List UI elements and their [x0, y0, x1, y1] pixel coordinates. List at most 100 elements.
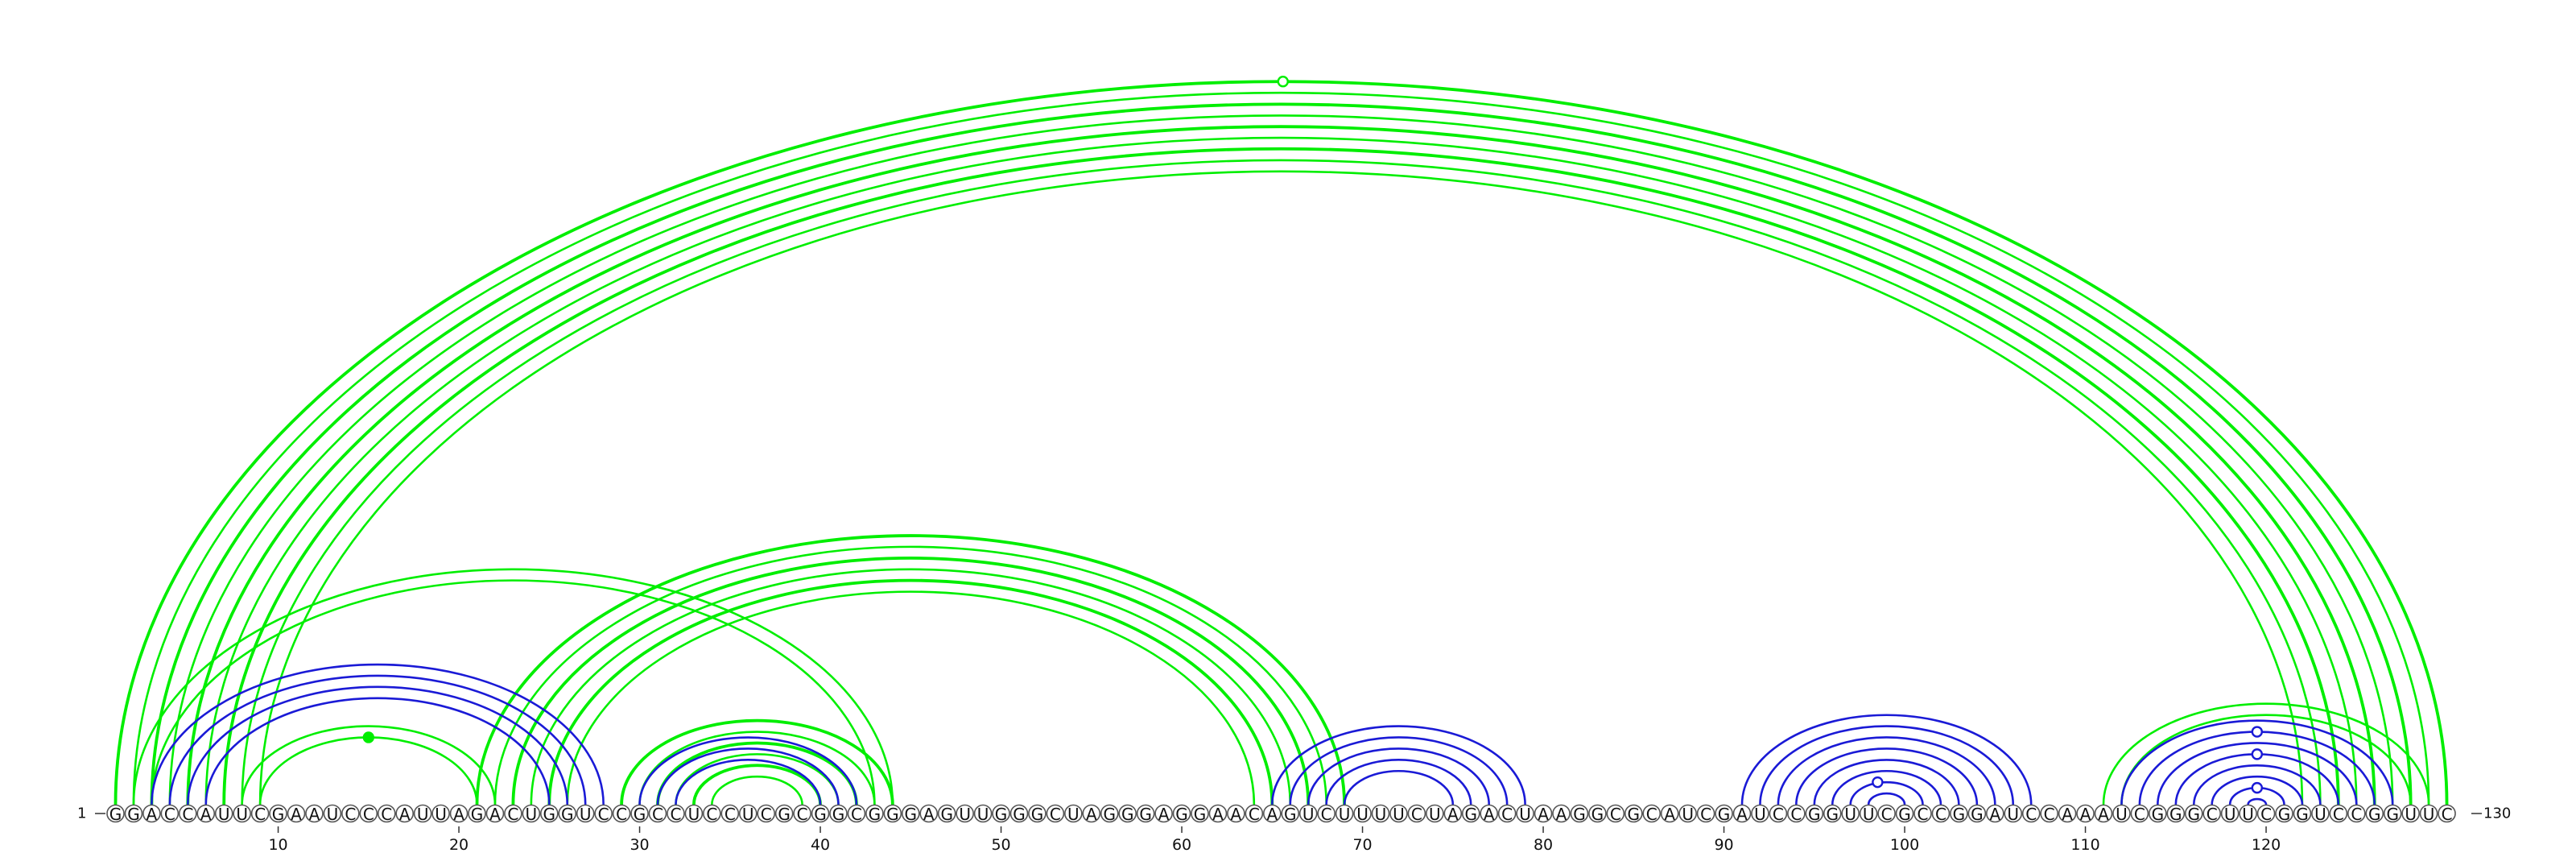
- nucleotide-letter: U: [1754, 805, 1766, 824]
- nucleotide-letter: C: [363, 805, 374, 824]
- nucleotide-122: G: [2293, 804, 2312, 824]
- nucleotide-65: A: [1263, 804, 1282, 824]
- nucleotide-circle: [305, 804, 324, 823]
- nucleotide-1: G: [106, 804, 125, 824]
- nucleotide-letter: C: [670, 805, 681, 824]
- nucleotide-circle: [973, 804, 993, 823]
- nucleotide-letter: C: [724, 805, 736, 824]
- nucleotide-circle: [1136, 804, 1155, 823]
- nucleotide-circle: [269, 804, 287, 823]
- nucleotide-letter: C: [381, 805, 392, 824]
- nucleotide-104: G: [1967, 804, 1987, 824]
- nucleotide-circle: [1118, 804, 1137, 823]
- nucleotide-letter: U: [1067, 805, 1080, 824]
- nucleotide-108: C: [2040, 804, 2058, 824]
- nucleotide-letter: G: [1465, 805, 1478, 824]
- nucleotide-32: C: [667, 804, 685, 824]
- nucleotide-69: U: [1335, 804, 1354, 824]
- nucleotide-circle: [992, 804, 1010, 823]
- nucleotide-letter: C: [2351, 805, 2362, 824]
- nucleotide-letter: G: [814, 805, 827, 824]
- nucleotide-57: G: [1118, 804, 1137, 824]
- nucleotide-letter: U: [580, 805, 592, 824]
- nucleotide-letter: U: [742, 805, 754, 824]
- nucleotide-circle: [449, 804, 469, 823]
- nucleotide-letter: G: [905, 805, 918, 824]
- nucleotide-letter: G: [2368, 805, 2381, 824]
- nucleotide-circle: [250, 804, 270, 823]
- tick-label-60: 60: [1172, 836, 1191, 854]
- nucleotide-86: C: [1642, 804, 1662, 824]
- blue-arc-65-79: [1271, 725, 1526, 805]
- nucleotide-letter: U: [1429, 805, 1441, 824]
- nucleotide-letter: A: [2098, 805, 2109, 824]
- nucleotide-circle: [142, 804, 161, 823]
- nucleotide-75: A: [1443, 804, 1463, 824]
- nucleotide-circle: [2275, 804, 2293, 823]
- nucleotide-circle: [1624, 804, 1643, 823]
- nucleotide-12: A: [305, 804, 324, 824]
- nucleotide-circle: [919, 804, 939, 823]
- nucleotide-letter: U: [1302, 805, 1315, 824]
- green-arc-2-129: [132, 91, 2430, 805]
- nucleotide-9: C: [250, 804, 270, 824]
- nucleotide-16: C: [377, 804, 396, 824]
- nucleotide-circle: [1100, 804, 1119, 823]
- green-arc-1-130: [116, 81, 2447, 805]
- blue-arc-67-77: [1307, 747, 1490, 805]
- tick-label-10: 10: [268, 836, 287, 854]
- blue-arc-97-101: [1849, 780, 1924, 805]
- nucleotide-circle: [2094, 804, 2113, 823]
- nucleotide-circle: [1263, 804, 1282, 823]
- nucleotide-letter: C: [1881, 805, 1893, 824]
- nucleotide-71: U: [1371, 804, 1390, 824]
- nucleotide-circle: [1082, 804, 1101, 823]
- nucleotide-126: G: [2365, 804, 2384, 824]
- nucleotide-circle: [2239, 804, 2257, 823]
- arc-marker-4: [2251, 748, 2264, 760]
- nucleotide-circle: [865, 804, 884, 823]
- nucleotide-letter: A: [2080, 805, 2091, 824]
- nucleotide-circle: [774, 804, 794, 823]
- nucleotide-letter: G: [1573, 805, 1586, 824]
- nucleotide-circle: [1480, 804, 1498, 823]
- nucleotide-circle: [1389, 804, 1408, 823]
- nucleotide-102: C: [1931, 804, 1951, 824]
- nucleotide-circle: [1371, 804, 1390, 823]
- nucleotide-10: G: [269, 804, 287, 824]
- nucleotide-letter: G: [1194, 805, 1207, 824]
- nucleotide-circle: [539, 804, 559, 823]
- nucleotide-letter: G: [886, 805, 899, 824]
- nucleotide-114: G: [2149, 804, 2167, 824]
- nucleotide-88: U: [1678, 804, 1697, 824]
- nucleotide-letter: G: [109, 805, 122, 824]
- nucleotide-circle: [1751, 804, 1769, 823]
- nucleotide-letter: A: [1538, 805, 1549, 824]
- nucleotide-circle: [1805, 804, 1824, 823]
- nucleotide-53: C: [1046, 804, 1065, 824]
- nucleotide-letter: G: [1628, 805, 1641, 824]
- blue-arc-5-26: [187, 685, 569, 805]
- nucleotide-91: A: [1732, 804, 1752, 824]
- nucleotide-61: G: [1191, 804, 1209, 824]
- blue-arc-69-75: [1343, 769, 1455, 805]
- nucleotide-60: G: [1172, 804, 1191, 824]
- nucleotide-circle: [2383, 804, 2402, 823]
- blue-arc-93-105: [1777, 736, 1996, 805]
- nucleotide-letter: G: [1175, 805, 1188, 824]
- nucleotide-29: C: [612, 804, 631, 824]
- nucleotide-letter: A: [1447, 805, 1459, 824]
- blue-arc-66-78: [1289, 736, 1509, 805]
- nucleotide-circle: [1895, 804, 1914, 823]
- green-arc-29-44: [620, 718, 894, 805]
- tick-label-80: 80: [1534, 836, 1553, 854]
- nucleotide-circle: [1407, 804, 1426, 823]
- green-arc-21-69: [475, 534, 1346, 805]
- nucleotide-letter: G: [561, 805, 574, 824]
- nucleotide-letter: A: [453, 805, 464, 824]
- nucleotide-129: U: [2419, 804, 2438, 824]
- nucleotide-105: A: [1986, 804, 2004, 824]
- nucleotide-circle: [1859, 804, 1878, 823]
- nucleotide-22: A: [485, 804, 505, 824]
- nucleotide-18: U: [413, 804, 432, 824]
